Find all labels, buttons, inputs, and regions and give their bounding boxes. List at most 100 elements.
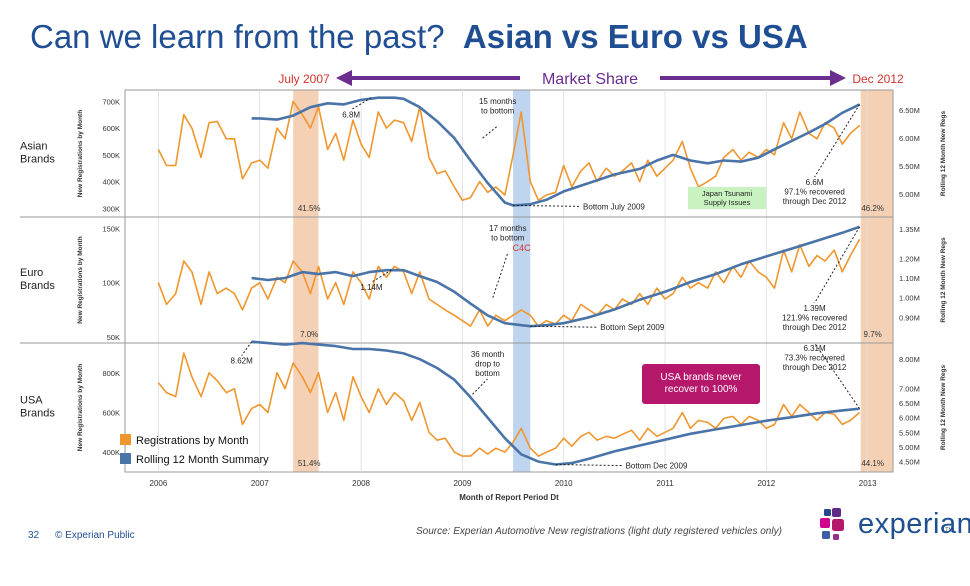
annotation-leader [492, 252, 509, 298]
source-note: Source: Experian Automotive New registra… [416, 526, 782, 537]
experian-logo [820, 508, 844, 540]
right-tick-label: 8.00M [899, 355, 920, 364]
market-share-arrowhead-left [336, 70, 352, 86]
dec-2012-label: Dec 2012 [852, 72, 904, 86]
tsunami-box [688, 187, 766, 209]
right-tick-label: 1.35M [899, 225, 920, 234]
right-tick-label: 5.00M [899, 443, 920, 452]
series-rolling-12-month [251, 96, 861, 207]
x-tick-label: 2010 [555, 479, 573, 488]
usa-callout-text: USA brands never recover to 100% [660, 372, 742, 395]
left-tick-label: 700K [102, 97, 120, 106]
usa-callout-box [642, 364, 760, 404]
right-tick-label: 1.10M [899, 274, 920, 283]
july-2007-share-label: 41.5% [298, 204, 321, 213]
annotation-label: Bottom Dec 2009 [626, 462, 688, 471]
annotation-label: 8.62M [231, 357, 254, 366]
series-registrations-by-month [157, 100, 861, 202]
right-axis-title: Rolling 12 Month New Regs [940, 111, 947, 197]
july-2007-share-label: 7.0% [300, 330, 318, 339]
title-comparison: Asian vs Euro vs USA [462, 18, 808, 55]
annotation-label: 36 month drop to bottom [471, 350, 504, 378]
x-tick-label: 2007 [251, 479, 269, 488]
july-2007-share-label: 51.4% [298, 459, 321, 468]
right-tick-label: 1.00M [899, 294, 920, 303]
left-tick-label: 50K [107, 333, 120, 342]
annotation-label: 17 months to bottom [489, 224, 526, 243]
legend-label: Rolling 12 Month Summary [136, 454, 269, 466]
dec-2012-share-label: 46.2% [861, 204, 884, 213]
annotation-label: 1.14M [360, 283, 383, 292]
right-tick-label: 6.50M [899, 399, 920, 408]
dec-2012-share-label: 9.7% [864, 330, 882, 339]
series-registrations-by-month [157, 352, 861, 457]
c4c-band [513, 90, 531, 472]
left-tick-label: 600K [102, 408, 120, 417]
annotation-leader [814, 342, 860, 409]
right-tick-label: 1.20M [899, 254, 920, 263]
annotation-label: 6.8M [342, 111, 360, 120]
page-number: 32 [28, 530, 40, 541]
logo-dot-icon [822, 531, 830, 539]
logo-trademark: TM [945, 528, 954, 534]
x-tick-label: 2012 [757, 479, 775, 488]
right-tick-label: 6.00M [899, 414, 920, 423]
left-tick-label: 300K [102, 204, 120, 213]
legend-label: Registrations by Month [136, 435, 249, 447]
dec-2012-share-label: 44.1% [861, 459, 884, 468]
left-tick-label: 400K [102, 178, 120, 187]
logo-dot-icon [833, 534, 839, 540]
x-axis-title: Month of Report Period Dt [459, 493, 559, 502]
left-tick-label: 400K [102, 448, 120, 457]
left-tick-label: 800K [102, 369, 120, 378]
right-tick-label: 6.00M [899, 134, 920, 143]
annotation-label: 6.6M 97.1% recovered through Dec 2012 [783, 178, 847, 206]
series-rolling-12-month [251, 340, 860, 466]
left-tick-label: 500K [102, 151, 120, 160]
right-tick-label: 5.50M [899, 428, 920, 437]
logo-wordmark: experian [858, 508, 970, 540]
right-axis-title: Rolling 12 Month New Regs [940, 237, 947, 323]
plot-frame [124, 89, 894, 473]
left-axis-title: New Registrations by Month [77, 364, 84, 451]
series-registrations-by-month [157, 238, 861, 327]
right-axis-title: Rolling 12 Month New Regs [940, 365, 947, 451]
x-tick-label: 2008 [352, 479, 370, 488]
right-tick-label: 5.00M [899, 190, 920, 199]
annotation-leader [530, 325, 597, 328]
annotation-label: 6.31M 73.3% recovered through Dec 2012 [783, 344, 847, 372]
annotation-label: Bottom Sept 2009 [600, 323, 665, 332]
x-tick-label: 2013 [859, 479, 877, 488]
series-rolling-12-month [251, 225, 861, 328]
x-tick-label: 2011 [656, 479, 674, 488]
tsunami-label: Japan Tsunami Supply Issues [702, 189, 753, 207]
july-2007-label: July 2007 [278, 72, 330, 86]
copyright-text: © Experian Public [55, 530, 135, 541]
logo-dot-icon [820, 518, 830, 528]
annotation-leader [241, 341, 253, 356]
legend-swatch-monthly [120, 434, 131, 445]
legend-swatch-rolling [120, 453, 131, 464]
right-tick-label: 0.90M [899, 313, 920, 322]
left-tick-label: 150K [102, 224, 120, 233]
logo-dot-icon [832, 508, 841, 517]
panel-label: USA Brands [20, 395, 55, 420]
annotation-leader [482, 125, 498, 139]
left-tick-label: 600K [102, 124, 120, 133]
right-tick-label: 7.00M [899, 384, 920, 393]
annotation-label: 1.39M 121.9% recovered through Dec 2012 [782, 304, 847, 332]
annotation-leader [555, 464, 622, 467]
market-share-arrowhead-right [830, 70, 846, 86]
x-tick-label: 2009 [453, 479, 471, 488]
logo-dot-icon [832, 519, 844, 531]
c4c-label: C4C [513, 243, 532, 253]
annotation-label: 15 months to bottom [479, 97, 516, 116]
left-axis-title: New Registrations by Month [77, 110, 84, 197]
panel-label: Asian Brands [20, 141, 55, 166]
market-share-label: Market Share [542, 71, 638, 88]
right-tick-label: 6.50M [899, 106, 920, 115]
logo-dot-icon [824, 509, 831, 516]
right-tick-label: 5.50M [899, 162, 920, 171]
dec-2012-band [860, 90, 893, 472]
